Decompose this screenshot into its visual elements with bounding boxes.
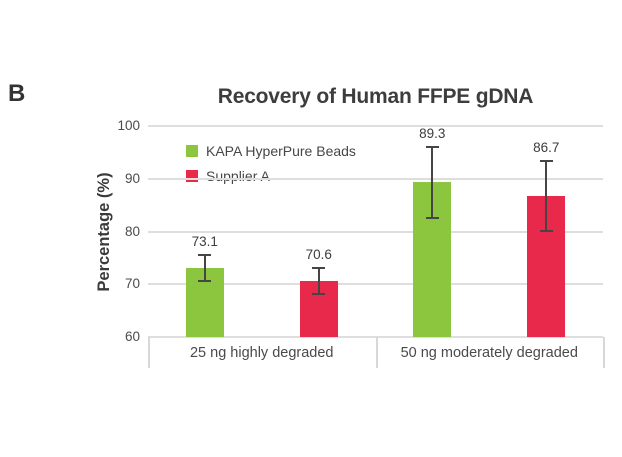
y-tick-label: 80 [124, 223, 140, 239]
data-label: 89.3 [419, 125, 446, 141]
category-divider [148, 337, 150, 368]
legend: KAPA HyperPure Beads Supplier A [186, 138, 356, 188]
chart-title: Recovery of Human FFPE gDNA [217, 85, 534, 108]
legend-item: KAPA HyperPure Beads [186, 138, 356, 163]
category-label: 25 ng highly degraded [189, 345, 334, 361]
data-label: 70.6 [305, 247, 332, 263]
legend-label: Supplier A [206, 167, 270, 184]
error-bar [317, 268, 320, 294]
y-tick-label: 100 [117, 118, 140, 133]
gridline [148, 283, 603, 286]
gridline [148, 230, 603, 233]
error-bar [545, 161, 548, 231]
error-bar-cap-top [539, 160, 553, 163]
error-bar-cap-top [198, 253, 212, 256]
gridline [148, 177, 603, 180]
legend-item: Supplier A [186, 163, 356, 188]
error-bar [431, 146, 434, 219]
error-bar [203, 254, 206, 282]
error-bar-cap-top [312, 267, 326, 270]
error-bar-cap-top [425, 145, 439, 148]
category-divider [375, 337, 378, 368]
data-label: 86.7 [533, 140, 560, 156]
gridline [148, 125, 603, 127]
category-label: 50 ng moderately degraded [400, 345, 578, 361]
legend-label: KAPA HyperPure Beads [206, 142, 356, 159]
panel-label: B [8, 80, 26, 107]
y-tick-label: 70 [124, 276, 140, 292]
category-divider [603, 337, 605, 368]
y-tick-label: 90 [124, 170, 140, 186]
error-bar-cap-bottom [539, 229, 553, 232]
error-bar-cap-bottom [198, 280, 212, 283]
error-bar-cap-bottom [425, 217, 439, 220]
y-tick-label: 60 [124, 329, 140, 344]
legend-swatch [186, 144, 198, 157]
error-bar-cap-bottom [312, 292, 326, 295]
data-label: 73.1 [191, 233, 218, 249]
